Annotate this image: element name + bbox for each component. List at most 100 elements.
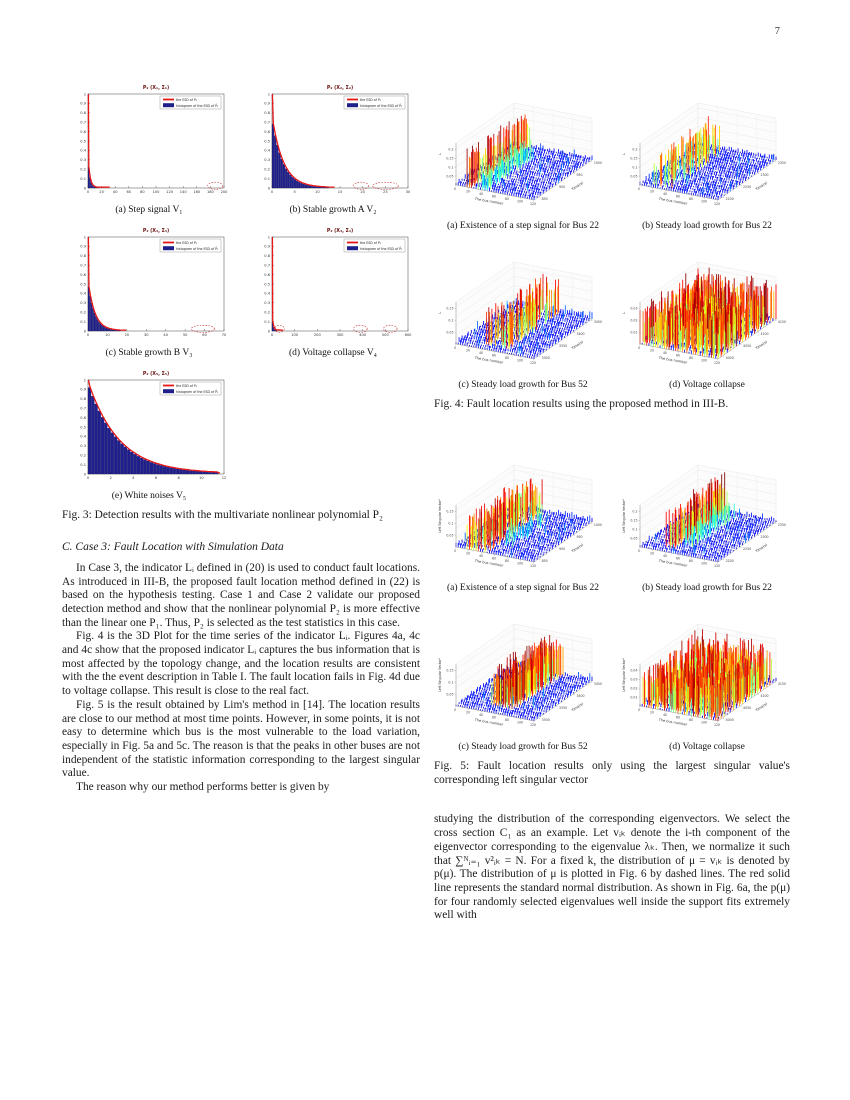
svg-text:0: 0 bbox=[271, 333, 274, 337]
svg-text:histogram of the ESD of P̂₂: histogram of the ESD of P̂₂ bbox=[176, 246, 219, 251]
svg-text:40: 40 bbox=[113, 190, 118, 194]
svg-text:0.2: 0.2 bbox=[80, 454, 86, 458]
svg-text:70: 70 bbox=[222, 333, 227, 337]
svg-text:30: 30 bbox=[406, 190, 411, 194]
svg-text:25: 25 bbox=[383, 190, 388, 194]
svg-text:0.05: 0.05 bbox=[446, 533, 453, 537]
svg-text:0.4: 0.4 bbox=[80, 435, 86, 439]
svg-text:0.03: 0.03 bbox=[630, 307, 637, 311]
svg-text:the ESD of P₂: the ESD of P₂ bbox=[360, 98, 382, 102]
svg-text:600: 600 bbox=[405, 333, 413, 337]
svg-text:3400: 3400 bbox=[576, 332, 584, 336]
svg-text:P₂ (X₂, Σ₂): P₂ (X₂, Σ₂) bbox=[327, 85, 353, 91]
svg-text:10: 10 bbox=[105, 333, 110, 337]
svg-text:0.5: 0.5 bbox=[80, 425, 86, 429]
svg-text:40: 40 bbox=[663, 351, 667, 355]
svg-text:100: 100 bbox=[701, 561, 707, 565]
fig5-panel-c: 0.05 0.1 0.15 0 20 40 60 80 100 120 3300 3350 3400 34… bbox=[434, 603, 612, 752]
figure-4: 0.05 0.1 0.15 0.2 0 20 40 60 80 100 120 850 900 950 10… bbox=[434, 82, 790, 412]
svg-text:0.2: 0.2 bbox=[264, 311, 270, 315]
fig5-panel-d: 0.01 0.02 0.03 0.04 0 20 40 60 80 100 120 4000 4050 4… bbox=[618, 603, 796, 752]
svg-text:2: 2 bbox=[110, 476, 112, 480]
svg-text:histogram of the ESD of P̂₂: histogram of the ESD of P̂₂ bbox=[176, 103, 219, 108]
svg-text:0: 0 bbox=[268, 329, 271, 333]
svg-text:0.1: 0.1 bbox=[80, 320, 86, 324]
fig5-panel-c-plot: 0.050.10.1502040608010012033003350340034… bbox=[438, 623, 602, 727]
svg-text:0.8: 0.8 bbox=[80, 111, 86, 115]
svg-text:0.2: 0.2 bbox=[448, 148, 453, 152]
svg-text:20: 20 bbox=[650, 551, 654, 555]
fig3-panel-a-plot: 0 0.1 0.2 0.3 0.4 0.5 0.6 0.7 0.8 0.9 1 0 20 40 60 80 10… bbox=[80, 85, 229, 194]
svg-text:120: 120 bbox=[530, 564, 536, 568]
svg-text:200: 200 bbox=[221, 190, 229, 194]
svg-text:3300: 3300 bbox=[542, 356, 550, 360]
svg-text:40: 40 bbox=[163, 333, 168, 337]
svg-text:8: 8 bbox=[178, 476, 181, 480]
svg-text:100: 100 bbox=[153, 190, 161, 194]
svg-text:2200: 2200 bbox=[726, 559, 734, 563]
svg-text:histogram of the ESD of P̂₂: histogram of the ESD of P̂₂ bbox=[176, 389, 219, 394]
svg-text:80: 80 bbox=[140, 190, 145, 194]
right-paragraph-1: studying the distribution of the corresp… bbox=[434, 813, 790, 922]
fig5-panel-a-caption: (a) Existence of a step signal for Bus 2… bbox=[447, 582, 599, 593]
svg-text:850: 850 bbox=[542, 197, 548, 201]
svg-text:950: 950 bbox=[576, 535, 582, 539]
svg-text:2300: 2300 bbox=[760, 535, 768, 539]
svg-text:0.15: 0.15 bbox=[446, 307, 453, 311]
svg-text:60: 60 bbox=[676, 195, 680, 199]
svg-text:0.05: 0.05 bbox=[630, 536, 637, 540]
fig3-panel-c: 0 0.1 0.2 0.3 0.4 0.5 0.6 0.7 0.8 0.9 1 0 10 20 30 40 50… bbox=[62, 225, 236, 358]
svg-text:0.9: 0.9 bbox=[264, 245, 270, 249]
svg-text:0.9: 0.9 bbox=[80, 102, 86, 106]
svg-text:400: 400 bbox=[359, 333, 367, 337]
svg-text:0.4: 0.4 bbox=[264, 149, 270, 153]
figure-5-caption: Fig. 5: Fault location results only usin… bbox=[434, 759, 790, 786]
fig3-panel-d-plot: 0 0.1 0.2 0.3 0.4 0.5 0.6 0.7 0.8 0.9 1 0 100 200 300 4… bbox=[264, 228, 413, 337]
svg-text:L: L bbox=[438, 312, 442, 314]
fig3-panel-d-caption: (d) Voltage collapse V₄ bbox=[288, 348, 377, 358]
fig3-panel-b: 0 0.1 0.2 0.3 0.4 0.5 0.6 0.7 0.8 0.9 1 0 5 10 15 20 25 3… bbox=[246, 82, 420, 215]
svg-text:0.5: 0.5 bbox=[80, 282, 86, 286]
svg-text:60: 60 bbox=[676, 354, 680, 358]
svg-text:3350: 3350 bbox=[559, 344, 567, 348]
fig3-panel-c-caption: (c) Stable growth B V₃ bbox=[105, 348, 193, 358]
svg-text:0.4: 0.4 bbox=[80, 149, 86, 153]
svg-text:0.1: 0.1 bbox=[264, 320, 270, 324]
fig5-panel-a: 0.05 0.1 0.15 0 20 40 60 80 100 120 850 900 950 1000 T… bbox=[434, 444, 612, 593]
svg-text:The bus number: The bus number bbox=[657, 558, 687, 567]
fig3-panel-c-plot: 00.10.20.30.40.50.60.70.80.910 10 20 30 40 50… bbox=[80, 228, 227, 337]
svg-text:20: 20 bbox=[99, 190, 104, 194]
fig4-panel-a-caption: (a) Existence of a step signal for Bus 2… bbox=[447, 221, 599, 231]
svg-text:0.8: 0.8 bbox=[264, 111, 270, 115]
svg-text:0.8: 0.8 bbox=[264, 254, 270, 258]
svg-text:0.5: 0.5 bbox=[264, 139, 270, 143]
figure-5: 0.05 0.1 0.15 0 20 40 60 80 100 120 850 900 950 1000 T… bbox=[434, 444, 790, 788]
svg-text:0: 0 bbox=[84, 472, 87, 476]
fig4-panel-b-caption: (b) Steady load growth for Bus 22 bbox=[642, 221, 772, 231]
svg-text:2350: 2350 bbox=[778, 523, 786, 527]
svg-text:10: 10 bbox=[315, 190, 320, 194]
fig3-panel-e-plot: 00.10.20.30.40.50.60.70.80.910 2 4 6 8 10 12P₂… bbox=[80, 371, 226, 480]
svg-text:120: 120 bbox=[714, 202, 720, 206]
fig4-panel-a: 0.05 0.1 0.15 0.2 0 20 40 60 80 100 120 850 900 950 10… bbox=[434, 82, 612, 231]
svg-text:40: 40 bbox=[663, 554, 667, 558]
svg-text:850: 850 bbox=[542, 559, 548, 563]
svg-text:60: 60 bbox=[202, 333, 207, 337]
svg-text:40: 40 bbox=[663, 192, 667, 196]
svg-text:0.2: 0.2 bbox=[632, 148, 637, 152]
svg-text:4100: 4100 bbox=[760, 332, 768, 336]
svg-text:0.7: 0.7 bbox=[80, 264, 86, 268]
svg-text:100: 100 bbox=[291, 333, 299, 337]
svg-text:0: 0 bbox=[454, 187, 456, 191]
svg-text:40: 40 bbox=[479, 192, 483, 196]
svg-text:Time(s): Time(s) bbox=[570, 542, 585, 553]
svg-text:Left Singular Vector²: Left Singular Vector² bbox=[438, 498, 442, 532]
svg-text:10: 10 bbox=[199, 476, 204, 480]
fig4-panel-b-plot: 0.05 0.1 0.15 0.2 0 20 40 60 80 100 120 2200 2250 230… bbox=[622, 102, 786, 206]
svg-text:300: 300 bbox=[337, 333, 345, 337]
svg-text:0.7: 0.7 bbox=[80, 121, 86, 125]
svg-text:160: 160 bbox=[193, 190, 201, 194]
svg-text:The bus number: The bus number bbox=[473, 356, 503, 365]
svg-text:180: 180 bbox=[207, 190, 215, 194]
svg-text:0.9: 0.9 bbox=[80, 388, 86, 392]
